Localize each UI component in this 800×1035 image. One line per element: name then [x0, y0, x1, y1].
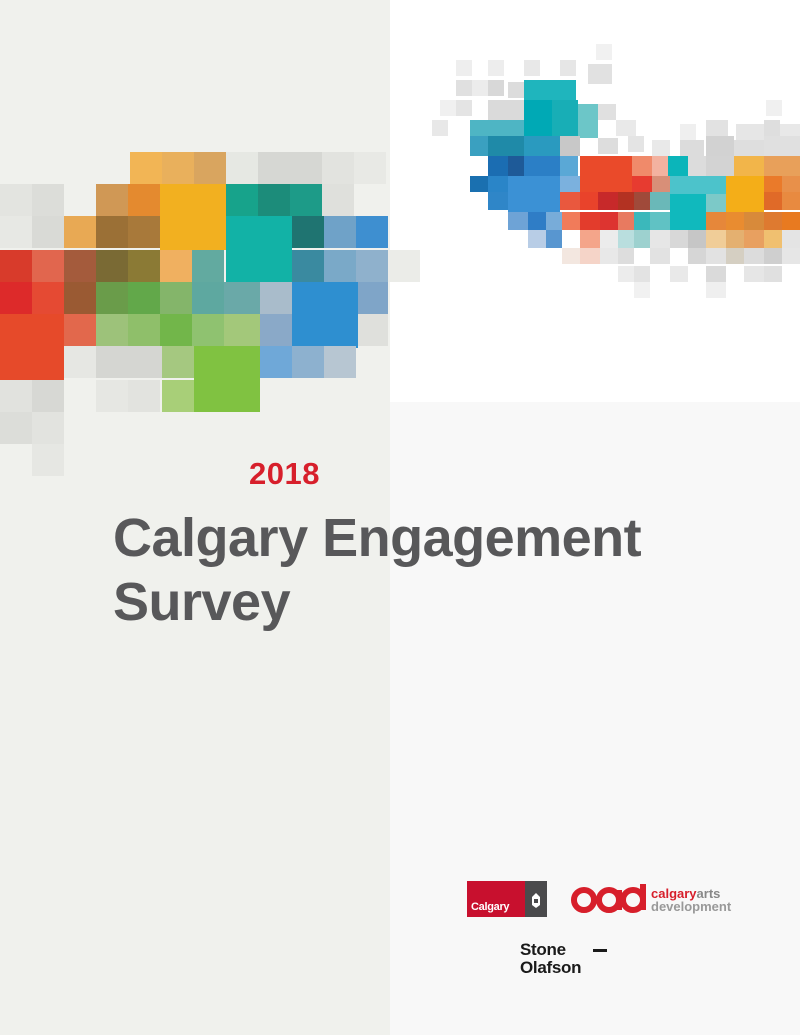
report-year: 2018 — [249, 456, 320, 491]
cad-calgary-text: calgary — [651, 886, 697, 901]
calgary-logo-text: Calgary — [471, 901, 510, 913]
calgary-wordmark: Calgary — [467, 881, 525, 917]
olafson-text: Olafson — [520, 958, 582, 977]
left-mosaic — [0, 152, 420, 476]
title-line-2: Survey — [113, 572, 291, 632]
pixel-mosaic-graphic — [0, 44, 800, 476]
city-of-calgary-logo: Calgary — [467, 881, 547, 917]
bottom-right-panel — [390, 402, 800, 1035]
stone-text: Stone — [520, 940, 566, 959]
cad-arts-text: arts — [696, 886, 721, 901]
title-line-1: Calgary Engagement — [113, 508, 642, 568]
crest-icon — [525, 881, 547, 917]
stone-olafson-logo: Stone Olafson — [520, 940, 607, 977]
cad-wordmark: calgaryarts development — [651, 887, 731, 913]
right-mosaic — [432, 44, 800, 298]
cad-mark-icon — [571, 884, 646, 913]
calgary-arts-development-logo: calgaryarts development — [571, 884, 746, 916]
stone-olafson-dash — [593, 949, 607, 952]
cad-development-text: development — [651, 899, 732, 914]
report-title: Calgary Engagement Survey — [113, 506, 642, 634]
